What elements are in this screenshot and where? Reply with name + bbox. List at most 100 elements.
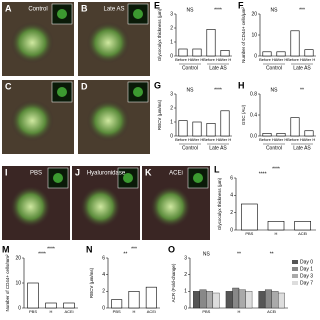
bar [245, 291, 253, 309]
y-tick-label: 2 [102, 289, 105, 295]
x-tick-label: After H [219, 137, 232, 142]
bar [193, 291, 200, 309]
panel-letter: H [238, 80, 245, 90]
vessel [86, 99, 130, 142]
significance: NS [187, 7, 195, 13]
x-tick-label: Before H [259, 137, 275, 142]
group-label: Late AS [209, 65, 227, 71]
y-tick-label: 0 [254, 53, 257, 59]
panel-letter: C [5, 81, 12, 91]
bar [304, 49, 314, 57]
y-axis-label: Glycocalyx thickness (μm) [217, 177, 222, 230]
panel-letter: N [86, 244, 93, 254]
panel-letter: K [145, 167, 152, 177]
panel-letter: M [2, 244, 10, 254]
y-tick-label: 0.8 [250, 91, 257, 97]
bar [276, 51, 286, 57]
bar [262, 133, 272, 137]
bar [178, 120, 188, 137]
group-label: Control [266, 145, 282, 151]
vessel [10, 185, 51, 228]
group-label: Late AS [293, 65, 311, 71]
y-tick-label: 0 [18, 305, 21, 311]
y-tick-label: 4 [230, 193, 233, 199]
inset-signal [57, 87, 67, 97]
legend-swatch [292, 274, 298, 278]
panel-letter: B [81, 3, 88, 13]
y-tick-label: 1 [184, 289, 187, 295]
y-tick-label: 0 [170, 133, 173, 139]
y-tick-label: 0 [230, 227, 233, 233]
panel-letter: I [5, 167, 8, 177]
inset-signal [193, 173, 203, 183]
panel-letter: O [168, 244, 175, 254]
bar [128, 291, 140, 309]
vessel [150, 185, 191, 228]
inset-signal [133, 87, 143, 97]
y-tick-label: 20 [251, 11, 257, 17]
bar [264, 289, 272, 309]
x-tick-label: H [238, 309, 241, 314]
bar [225, 291, 233, 309]
x-tick-label: Before H [203, 137, 219, 142]
x-tick-label: Before H [175, 137, 191, 142]
y-axis-label: Number of CD44+ cells/mm² [5, 254, 10, 311]
y-tick-label: 3 [170, 11, 173, 17]
panel-title: PBS [30, 171, 42, 177]
panel-letter: D [81, 81, 88, 91]
bar [278, 292, 285, 309]
x-tick-label: After H [275, 57, 288, 62]
y-tick-label: 1 [170, 39, 173, 45]
y-tick-label: 10 [15, 280, 21, 286]
significance: *** [299, 7, 305, 13]
bar [27, 282, 39, 309]
y-tick-label: 3 [170, 91, 173, 97]
y-tick-label: 2 [184, 272, 187, 278]
legend-swatch [292, 260, 298, 264]
x-tick-label: ACEi [298, 231, 307, 236]
bar [206, 29, 216, 57]
y-tick-label: 2 [170, 105, 173, 111]
bar [294, 221, 311, 231]
x-tick-label: Before H [287, 57, 303, 62]
bar [258, 291, 266, 309]
bar [304, 130, 314, 137]
vessel [80, 185, 121, 228]
bar [238, 289, 246, 309]
panel-letter: A [5, 3, 12, 13]
inset-signal [53, 173, 63, 183]
y-tick-label: 2 [170, 25, 173, 31]
significance: ** [300, 87, 304, 93]
y-axis-label: Glycocalyx thickness (μm) [157, 8, 162, 61]
x-tick-label: PBS [202, 309, 210, 314]
y-tick-label: 4 [102, 272, 105, 278]
bar [220, 50, 230, 57]
inset-signal [123, 173, 133, 183]
x-tick-label: Before H [175, 57, 191, 62]
panel-title: ACEi [169, 171, 183, 177]
bar [206, 291, 214, 309]
x-tick-label: PBS [245, 231, 253, 236]
bar [178, 48, 188, 57]
significance: **** [259, 171, 267, 177]
x-tick-label: ACEi [267, 309, 276, 314]
bar [111, 299, 123, 309]
vessel [10, 99, 54, 142]
panel-letter: J [75, 167, 80, 177]
y-axis-label: RBCV (μm/ms) [157, 99, 162, 130]
significance: ** [237, 251, 241, 257]
significance: NS [271, 7, 279, 13]
x-tick-label: ACEi [147, 309, 156, 314]
legend-swatch [292, 281, 298, 285]
significance: NS [203, 251, 211, 257]
group-label: Control [182, 145, 198, 151]
panel-title: Hyaluronidase [87, 171, 126, 177]
y-tick-label: 0.0 [250, 133, 257, 139]
significance: ** [270, 251, 274, 257]
significance: **** [38, 251, 46, 257]
bar [220, 110, 230, 137]
inset-signal [133, 9, 143, 19]
y-tick-label: 0 [102, 305, 105, 311]
significance: NS [187, 87, 195, 93]
bar [267, 221, 285, 231]
